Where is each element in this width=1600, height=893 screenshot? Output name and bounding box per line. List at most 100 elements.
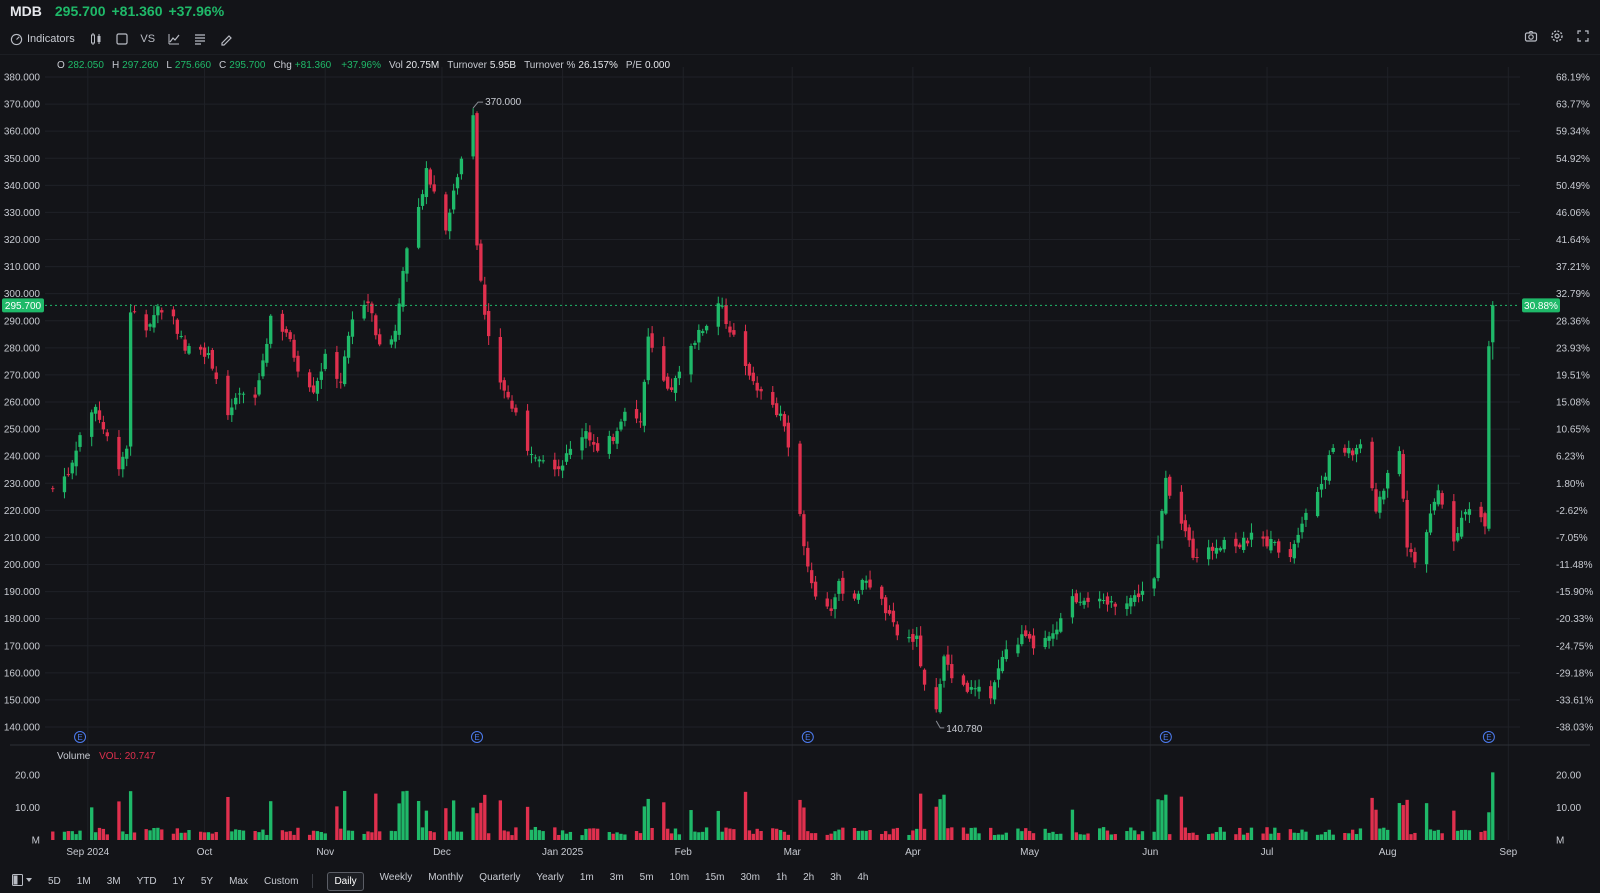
candle-body bbox=[1082, 600, 1086, 605]
volume-bar bbox=[1292, 832, 1296, 840]
interval-10m[interactable]: 10m bbox=[669, 871, 690, 883]
interval-5m[interactable]: 5m bbox=[639, 871, 654, 883]
candle-body bbox=[1354, 448, 1359, 455]
interval-yearly[interactable]: Yearly bbox=[536, 871, 564, 883]
candle-body bbox=[1125, 603, 1129, 610]
candle-body bbox=[1409, 549, 1413, 553]
candle-body bbox=[315, 380, 320, 394]
interval-3h[interactable]: 3h bbox=[830, 871, 842, 883]
volume-bar bbox=[506, 831, 510, 840]
volume-bar bbox=[646, 798, 650, 840]
range-ytd[interactable]: YTD bbox=[136, 875, 157, 887]
candle-body bbox=[747, 363, 752, 376]
volume-bar bbox=[1101, 827, 1106, 840]
low-value: 275.660 bbox=[174, 60, 212, 71]
candle-body bbox=[1156, 544, 1160, 579]
candle-body bbox=[152, 315, 156, 328]
fullscreen-icon[interactable] bbox=[1575, 28, 1591, 44]
interval-monthly[interactable]: Monthly bbox=[428, 871, 464, 883]
volume-bar bbox=[237, 829, 242, 840]
interval-4h[interactable]: 4h bbox=[857, 871, 869, 883]
candle-body bbox=[121, 456, 125, 470]
candle-body bbox=[1249, 532, 1254, 540]
candle-body bbox=[1463, 511, 1468, 515]
candle-body bbox=[716, 303, 720, 327]
chart-line-icon[interactable] bbox=[166, 31, 182, 47]
candle-body bbox=[1265, 536, 1269, 547]
camera-icon[interactable] bbox=[1523, 28, 1539, 44]
volume-bar bbox=[829, 833, 833, 840]
range-max[interactable]: Max bbox=[229, 875, 248, 887]
candle-body bbox=[171, 309, 176, 317]
volume-bar bbox=[1164, 794, 1168, 840]
candle-body bbox=[1109, 601, 1114, 603]
interval-1h[interactable]: 1h bbox=[775, 871, 788, 883]
indicators-button[interactable]: Indicators bbox=[10, 33, 75, 46]
candle-body bbox=[529, 454, 534, 456]
candle-body bbox=[642, 381, 647, 426]
volume-tick-label: 10.00 bbox=[15, 803, 40, 814]
volume-bar bbox=[619, 833, 623, 840]
range-custom[interactable]: Custom bbox=[263, 875, 299, 887]
open-label: O bbox=[57, 60, 65, 71]
percent-tick-label: -24.75% bbox=[1556, 641, 1593, 652]
interval-15m[interactable]: 15m bbox=[705, 871, 725, 883]
compare-vs-button[interactable]: VS bbox=[140, 33, 156, 45]
volume-bar bbox=[1374, 809, 1378, 840]
settings-gear-icon[interactable] bbox=[1549, 28, 1565, 44]
volume-bar bbox=[1206, 834, 1211, 840]
interval-weekly[interactable]: Weekly bbox=[379, 871, 413, 883]
volume-bar bbox=[564, 833, 569, 840]
price-tick-label: 280.000 bbox=[4, 343, 41, 354]
volume-bar bbox=[101, 828, 106, 840]
candle-body bbox=[393, 330, 397, 342]
candlestick-type-icon[interactable] bbox=[88, 31, 104, 47]
candle-body bbox=[148, 324, 152, 327]
interval-30m[interactable]: 30m bbox=[740, 871, 760, 883]
time-tick-label: Feb bbox=[675, 847, 693, 858]
price-chart[interactable]: 380.000 370.000 360.000 350.000 340.000 330.0… bbox=[0, 0, 1600, 870]
volume-bar bbox=[880, 833, 884, 840]
text-lines-icon[interactable] bbox=[192, 31, 208, 47]
candle-body bbox=[1000, 656, 1005, 672]
range-5d[interactable]: 5D bbox=[48, 875, 61, 887]
interval-3m[interactable]: 3m bbox=[609, 871, 624, 883]
candle-body bbox=[883, 597, 888, 614]
volume-bar bbox=[362, 833, 366, 840]
panel-toggle-icon[interactable] bbox=[12, 873, 32, 889]
layout-square-icon[interactable] bbox=[114, 31, 130, 47]
candle-body bbox=[1024, 630, 1028, 637]
percent-tick-label: 6.23% bbox=[1556, 452, 1584, 463]
candle-body bbox=[241, 393, 246, 395]
range-3m[interactable]: 3M bbox=[106, 875, 121, 887]
range-1y[interactable]: 1Y bbox=[172, 875, 185, 887]
volume-title: Volume bbox=[57, 751, 91, 762]
percent-tick-label: 59.34% bbox=[1556, 127, 1590, 138]
candle-body bbox=[502, 380, 506, 391]
candle-body bbox=[969, 687, 973, 690]
volume-bar bbox=[677, 834, 682, 840]
candle-body bbox=[891, 610, 896, 623]
volume-bar bbox=[592, 828, 596, 840]
draw-pen-icon[interactable] bbox=[218, 31, 234, 47]
volume-bar bbox=[771, 828, 775, 840]
volume-bar bbox=[1059, 833, 1063, 840]
candle-body bbox=[1452, 501, 1456, 542]
volume-bar bbox=[1031, 833, 1036, 840]
volume-bar bbox=[1136, 834, 1141, 840]
interval-2h[interactable]: 2h bbox=[803, 871, 815, 883]
candle-body bbox=[261, 360, 265, 377]
volume-bar bbox=[451, 800, 456, 840]
candle-body bbox=[697, 329, 701, 343]
candle-body bbox=[1183, 520, 1187, 532]
candle-body bbox=[132, 311, 137, 313]
volume-bar bbox=[1424, 803, 1429, 840]
volume-bar bbox=[813, 833, 818, 840]
interval-1m[interactable]: 1m bbox=[579, 871, 594, 883]
interval-quarterly[interactable]: Quarterly bbox=[479, 871, 521, 883]
volume-bar bbox=[210, 833, 215, 840]
interval-daily[interactable]: Daily bbox=[327, 871, 364, 891]
candle-body bbox=[1031, 635, 1036, 649]
range-1m[interactable]: 1M bbox=[76, 875, 91, 887]
range-5y[interactable]: 5Y bbox=[200, 875, 214, 887]
